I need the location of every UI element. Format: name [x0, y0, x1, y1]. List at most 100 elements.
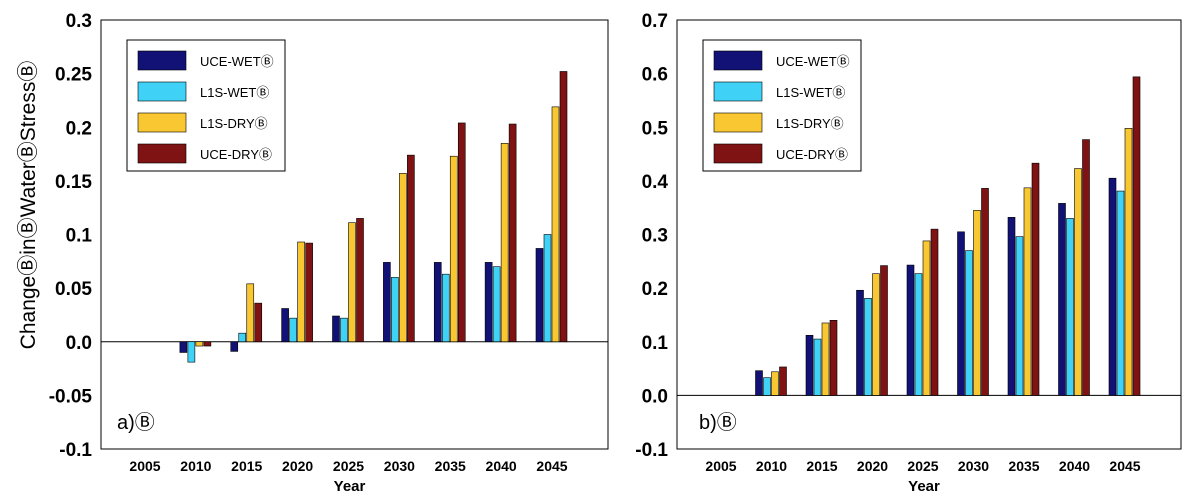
bar-l1s-wet-2045	[543, 234, 552, 343]
bar-l1s-dry-2030	[399, 173, 407, 343]
bar-uce-wet-2040	[484, 262, 493, 343]
bar-uce-dry-2040	[508, 123, 517, 343]
bar-l1s-wet-2010	[763, 377, 771, 396]
bar-l1s-dry-2045	[1124, 128, 1133, 396]
x-axis-title: Year	[334, 478, 366, 495]
x-tick-label: 2025	[907, 458, 938, 474]
x-tick-label: 2030	[384, 458, 415, 474]
y-tick-label: 0.6	[642, 65, 668, 86]
legend-label: L1S-DRYⒷ	[776, 116, 844, 131]
legend-label: UCE-DRYⒷ	[200, 147, 272, 162]
y-tick-label: 0.2	[66, 118, 92, 139]
bar-uce-dry-2015	[254, 302, 263, 343]
plot-frame	[676, 19, 1182, 450]
bar-uce-dry-2020	[880, 265, 888, 396]
y-tick-label: 0.1	[66, 226, 93, 247]
legend-label: UCE-WETⒷ	[776, 54, 850, 69]
x-tick-label: 2005	[705, 458, 736, 474]
bar-l1s-dry-2020	[297, 241, 305, 343]
bar-l1s-wet-2035	[1015, 236, 1024, 396]
legend: UCE-WETⒷ L1S-WETⒷ L1S-DRYⒷ UCE-DRYⒷ	[126, 39, 286, 172]
legend-label: L1S-DRYⒷ	[200, 116, 268, 131]
x-tick-label: 2045	[536, 458, 567, 474]
plot-frame	[100, 19, 609, 450]
bar-l1s-dry-2035	[1023, 187, 1032, 396]
x-tick-label: 2015	[231, 458, 262, 474]
bar-l1s-wet-2025	[914, 273, 923, 396]
bar-uce-dry-2035	[457, 122, 466, 343]
x-tick-label: 2020	[857, 458, 888, 474]
x-tick-label: 2010	[756, 458, 787, 474]
bar-l1s-dry-2015	[821, 322, 830, 396]
y-tick-label: 0.2	[642, 279, 668, 300]
bar-uce-wet-2045	[535, 248, 544, 343]
bar-uce-dry-2030	[981, 188, 989, 396]
bar-l1s-wet-2030	[965, 250, 973, 396]
legend-swatch	[137, 81, 187, 102]
legend-label: UCE-DRYⒷ	[776, 147, 848, 162]
bar-uce-wet-2010	[755, 370, 763, 396]
y-tick-label: 0.1	[642, 333, 669, 354]
bar-uce-wet-2010	[179, 341, 188, 353]
bar-uce-wet-2020	[856, 289, 864, 396]
x-tick-label: 2015	[806, 458, 837, 474]
bar-l1s-wet-2025	[340, 317, 348, 343]
legend-swatch	[713, 50, 763, 71]
panel-label: a)Ⓑ	[117, 411, 155, 434]
x-tick-label: 2040	[1059, 458, 1090, 474]
x-tick-label: 2035	[1008, 458, 1039, 474]
y-tick-label: -0.1	[59, 440, 92, 461]
y-tick-label: 0.7	[642, 11, 668, 32]
y-axis-label: ChangeⒷinⒷWaterⒷStressⒷ	[17, 61, 40, 350]
bar-l1s-wet-2020	[289, 317, 297, 343]
y-tick-label: 0.5	[642, 118, 669, 139]
bar-uce-wet-2040	[1058, 203, 1066, 396]
bar-l1s-dry-2010	[771, 371, 779, 396]
bar-uce-dry-2015	[829, 319, 838, 396]
bar-l1s-wet-2045	[1116, 190, 1125, 396]
bar-l1s-dry-2020	[872, 273, 880, 396]
bar-uce-wet-2030	[957, 231, 965, 396]
bar-l1s-wet-2015	[813, 338, 822, 396]
bar-uce-wet-2025	[332, 315, 340, 343]
bar-l1s-wet-2010	[187, 341, 196, 363]
legend-swatch	[713, 81, 763, 102]
y-tick-label: 0.0	[66, 333, 92, 354]
bar-uce-wet-2015	[805, 335, 814, 396]
bar-l1s-dry-2035	[449, 155, 458, 343]
bar-l1s-dry-2030	[973, 210, 981, 396]
legend-label: L1S-WETⒷ	[200, 85, 269, 100]
x-tick-label: 2030	[958, 458, 989, 474]
bar-uce-dry-2040	[1082, 139, 1090, 396]
bar-l1s-wet-2035	[441, 273, 450, 343]
y-tick-label: 0.3	[642, 226, 668, 247]
bar-uce-dry-2010	[203, 341, 212, 347]
bar-uce-wet-2035	[1007, 217, 1016, 396]
y-tick-label: 0.15	[55, 172, 92, 193]
bar-l1s-wet-2015	[238, 332, 247, 343]
x-tick-label: 2025	[333, 458, 364, 474]
x-tick-label: 2005	[129, 458, 160, 474]
y-tick-label: -0.1	[635, 440, 668, 461]
bar-uce-dry-2025	[356, 218, 364, 343]
bar-uce-dry-2025	[930, 228, 939, 396]
bar-uce-wet-2030	[383, 262, 391, 343]
bar-l1s-dry-2040	[1074, 168, 1082, 396]
x-tick-label: 2020	[282, 458, 313, 474]
bar-l1s-dry-2010	[195, 341, 204, 347]
panel-label: b)Ⓑ	[699, 411, 737, 434]
legend-swatch	[137, 50, 187, 71]
bar-uce-wet-2035	[433, 262, 442, 343]
y-tick-label: -0.05	[49, 386, 93, 407]
bar-uce-wet-2015	[230, 341, 239, 352]
bar-l1s-wet-2040	[1066, 218, 1074, 396]
bar-uce-dry-2020	[305, 242, 313, 343]
bar-l1s-dry-2040	[500, 143, 509, 343]
x-axis-title: Year	[908, 478, 940, 495]
bar-l1s-wet-2040	[492, 266, 501, 343]
legend-swatch	[137, 112, 187, 133]
y-tick-label: 0.05	[55, 279, 92, 300]
bar-uce-dry-2030	[407, 154, 415, 343]
bar-uce-wet-2045	[1108, 177, 1117, 396]
x-tick-label: 2040	[486, 458, 517, 474]
